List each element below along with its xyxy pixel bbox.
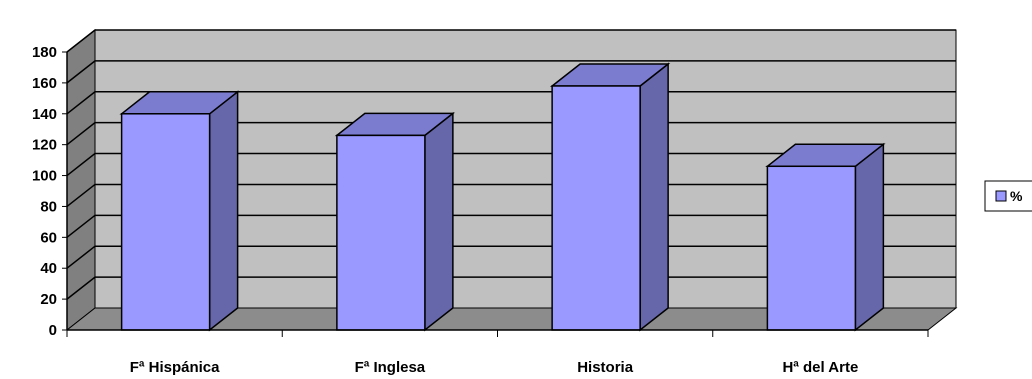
legend: % [984,180,1032,212]
x-tick-label: Fª Hispánica [130,359,220,376]
bar-front [766,165,857,331]
bar-front [120,113,211,331]
bar-side [854,142,885,332]
bars [119,62,886,332]
y-tick-label: 0 [49,322,57,339]
gridline [66,121,956,146]
legend-swatch [995,190,1007,202]
y-tick-label: 100 [32,168,57,185]
y-tick-label: 120 [32,137,57,154]
y-axis: 0 20 40 60 80 100 120 140 160 180 [32,44,68,339]
bar-front [336,134,426,331]
side-wall [66,28,96,332]
bar-4 [765,142,886,332]
gridlines [66,29,956,300]
bar-2 [334,111,456,332]
y-tick-label: 160 [32,75,57,92]
bar-side [639,62,669,332]
y-tick-label: 140 [32,106,57,123]
y-tick-label: 180 [32,44,57,61]
bar-front [551,85,641,331]
gridline [66,245,956,269]
y-tick-label: 80 [40,198,57,215]
gridline [66,29,956,53]
gridline [66,91,956,115]
bar-3 [549,62,671,332]
y-tick-label: 20 [40,291,57,308]
gridline [66,152,956,177]
bar-side [424,111,454,332]
gridline [66,183,956,208]
legend-label: % [1010,188,1023,204]
y-tick-label: 40 [40,260,57,277]
x-tick-label: Fª Inglesa [355,359,426,376]
x-tick-label: Historia [577,359,634,376]
gridline [66,214,956,238]
x-tick-label: Hª del Arte [782,359,858,376]
bar-1 [119,90,240,332]
gridline [66,60,956,84]
legend-box [984,180,1032,212]
bar-side [208,90,239,332]
gridline [66,276,956,300]
x-axis: Fª Hispánica Fª Inglesa Historia Hª del Art… [66,329,929,376]
y-tick-label: 60 [40,229,57,246]
